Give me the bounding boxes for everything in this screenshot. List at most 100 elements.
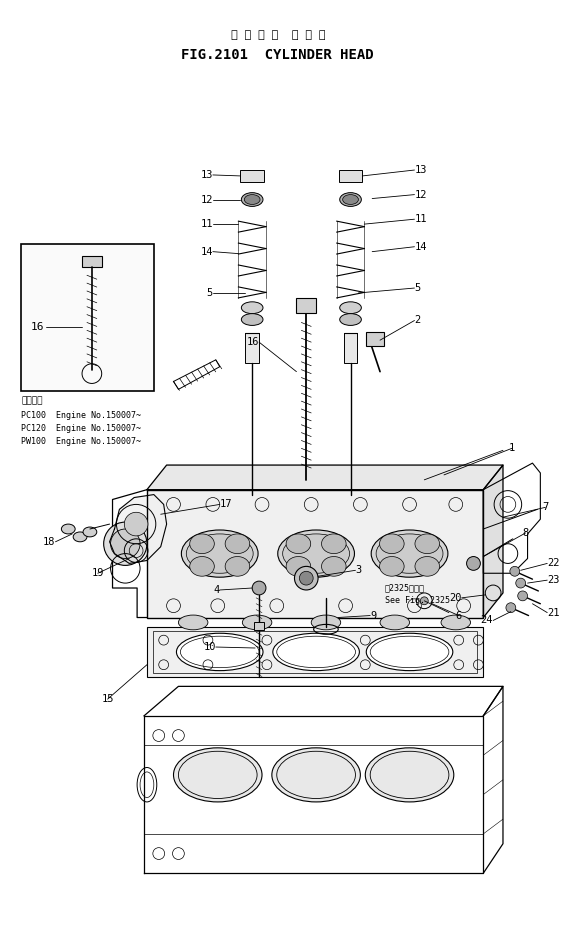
Ellipse shape: [321, 534, 346, 554]
Text: 20: 20: [449, 593, 462, 603]
Ellipse shape: [190, 557, 214, 577]
Text: 13: 13: [415, 165, 427, 175]
Ellipse shape: [415, 534, 439, 554]
Ellipse shape: [366, 633, 453, 670]
Bar: [82, 255, 102, 268]
Text: 適用号機: 適用号機: [21, 396, 43, 406]
Text: 10: 10: [203, 642, 216, 652]
Ellipse shape: [241, 314, 263, 326]
Ellipse shape: [181, 530, 258, 577]
Text: 11: 11: [415, 214, 427, 224]
Ellipse shape: [278, 530, 355, 577]
Circle shape: [516, 578, 526, 588]
Text: 14: 14: [200, 247, 213, 256]
Ellipse shape: [286, 557, 311, 577]
Text: 図2325図参照: 図2325図参照: [385, 583, 425, 593]
Circle shape: [506, 603, 516, 612]
Polygon shape: [147, 465, 503, 489]
Text: 16: 16: [31, 322, 44, 332]
Circle shape: [420, 597, 428, 605]
Text: PC120  Engine No.150007~: PC120 Engine No.150007~: [21, 424, 141, 433]
Text: 6: 6: [456, 610, 462, 621]
Bar: [344, 333, 357, 362]
Ellipse shape: [371, 530, 448, 577]
Polygon shape: [484, 465, 503, 618]
Ellipse shape: [272, 747, 360, 802]
Text: 16: 16: [247, 337, 259, 347]
Text: 2: 2: [415, 316, 421, 326]
Ellipse shape: [241, 301, 263, 314]
Text: シ リ ン ダ  ヘ ッ ド: シ リ ン ダ ヘ ッ ド: [231, 30, 325, 40]
Ellipse shape: [380, 615, 410, 630]
Ellipse shape: [73, 532, 87, 542]
Text: 24: 24: [481, 615, 493, 625]
Ellipse shape: [225, 534, 250, 554]
Text: 12: 12: [200, 194, 213, 205]
Text: 5: 5: [415, 283, 421, 293]
Ellipse shape: [380, 557, 404, 577]
Polygon shape: [109, 495, 167, 563]
Text: 8: 8: [522, 528, 528, 538]
Circle shape: [295, 566, 318, 590]
Text: 14: 14: [415, 241, 427, 252]
Ellipse shape: [340, 192, 361, 207]
Text: 3: 3: [356, 565, 362, 576]
Circle shape: [467, 557, 480, 570]
Text: 1: 1: [509, 443, 515, 454]
Ellipse shape: [61, 524, 75, 534]
Text: 23: 23: [547, 576, 560, 585]
Ellipse shape: [343, 194, 358, 205]
Bar: [240, 170, 264, 182]
Text: PW100  Engine No.150007~: PW100 Engine No.150007~: [21, 437, 141, 446]
Text: See Fig. 2325: See Fig. 2325: [385, 596, 450, 606]
Text: 15: 15: [102, 694, 114, 704]
Ellipse shape: [186, 534, 253, 573]
Ellipse shape: [415, 557, 439, 577]
Circle shape: [111, 529, 140, 559]
Bar: [147, 627, 484, 676]
Ellipse shape: [83, 527, 97, 537]
Ellipse shape: [225, 557, 250, 577]
Text: 21: 21: [547, 608, 560, 618]
Bar: [245, 333, 259, 362]
Text: 19: 19: [91, 568, 104, 578]
Ellipse shape: [273, 633, 360, 670]
Bar: [153, 631, 477, 672]
Ellipse shape: [173, 747, 262, 802]
Bar: [339, 170, 362, 182]
Circle shape: [518, 591, 527, 601]
Circle shape: [510, 566, 519, 577]
Text: 9: 9: [370, 610, 376, 621]
Ellipse shape: [441, 615, 471, 630]
Ellipse shape: [340, 301, 361, 314]
Bar: [366, 332, 384, 346]
Ellipse shape: [311, 615, 341, 630]
Bar: [147, 489, 484, 618]
Ellipse shape: [242, 615, 272, 630]
Ellipse shape: [178, 615, 208, 630]
Ellipse shape: [340, 314, 361, 326]
Text: 12: 12: [415, 190, 427, 200]
Text: 13: 13: [200, 170, 213, 180]
Bar: [296, 298, 316, 313]
Ellipse shape: [376, 534, 443, 573]
Circle shape: [252, 581, 266, 595]
Ellipse shape: [365, 747, 454, 802]
Ellipse shape: [244, 194, 260, 205]
Text: 22: 22: [547, 559, 560, 568]
Text: PC100  Engine No.150007~: PC100 Engine No.150007~: [21, 411, 141, 421]
Circle shape: [125, 513, 148, 536]
Circle shape: [300, 571, 313, 585]
Ellipse shape: [190, 534, 214, 554]
Ellipse shape: [283, 534, 350, 573]
Bar: [21, 244, 154, 392]
Ellipse shape: [177, 633, 263, 670]
Ellipse shape: [380, 534, 404, 554]
Text: 11: 11: [200, 219, 213, 229]
Text: 17: 17: [220, 500, 232, 510]
Ellipse shape: [241, 192, 263, 207]
Text: 5: 5: [206, 288, 213, 298]
Bar: [254, 623, 264, 630]
Text: 4: 4: [214, 585, 220, 595]
Circle shape: [104, 522, 147, 565]
